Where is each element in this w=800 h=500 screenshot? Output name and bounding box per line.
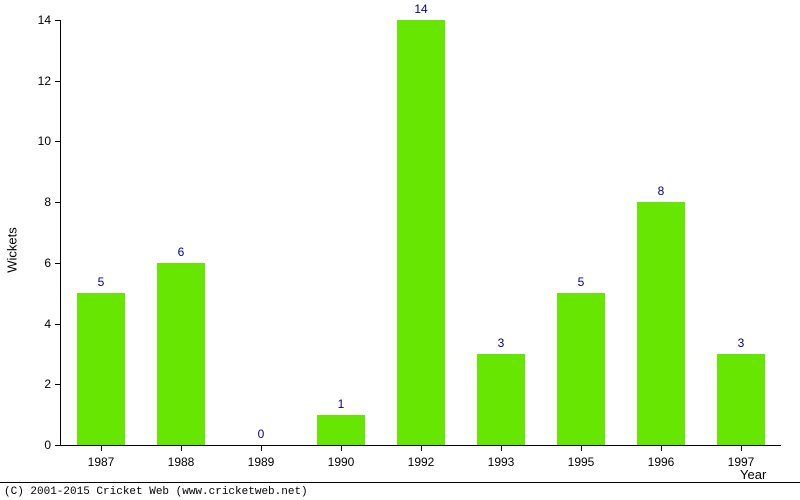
bar-value-label: 8 bbox=[658, 184, 665, 198]
plot-area: 0246810121451987619880198911990141992319… bbox=[60, 20, 781, 446]
x-tick-label: 1988 bbox=[168, 455, 195, 469]
x-tick bbox=[341, 445, 342, 451]
x-tick bbox=[741, 445, 742, 451]
bar bbox=[637, 202, 685, 445]
y-tick bbox=[55, 324, 61, 325]
x-tick bbox=[181, 445, 182, 451]
y-tick bbox=[55, 202, 61, 203]
bar-value-label: 3 bbox=[498, 336, 505, 350]
bar-value-label: 5 bbox=[98, 275, 105, 289]
x-tick bbox=[581, 445, 582, 451]
x-tick-label: 1995 bbox=[568, 455, 595, 469]
y-tick-label: 6 bbox=[26, 256, 51, 270]
x-tick bbox=[421, 445, 422, 451]
bar-value-label: 5 bbox=[578, 275, 585, 289]
bar-value-label: 6 bbox=[178, 245, 185, 259]
x-tick bbox=[501, 445, 502, 451]
x-tick bbox=[661, 445, 662, 451]
x-tick bbox=[101, 445, 102, 451]
bar bbox=[397, 20, 445, 445]
y-tick-label: 0 bbox=[26, 438, 51, 452]
y-tick bbox=[55, 141, 61, 142]
bar bbox=[317, 415, 365, 445]
chart-container: Wickets 0 2 4 6 8 10 12 14 5 1987 6 1988 0 1989 1 1990 1… bbox=[0, 0, 800, 500]
y-axis-title: Wickets bbox=[5, 227, 20, 273]
y-tick bbox=[55, 445, 61, 446]
y-tick-label: 2 bbox=[26, 377, 51, 391]
x-tick-label: 1996 bbox=[648, 455, 675, 469]
y-tick bbox=[55, 20, 61, 21]
y-tick-label: 14 bbox=[26, 13, 51, 27]
bar bbox=[717, 354, 765, 445]
bar bbox=[477, 354, 525, 445]
y-tick-label: 4 bbox=[26, 317, 51, 331]
y-tick bbox=[55, 384, 61, 385]
x-tick-label: 1992 bbox=[408, 455, 435, 469]
x-tick-label: 1989 bbox=[248, 455, 275, 469]
bar-value-label: 0 bbox=[258, 427, 265, 441]
y-tick bbox=[55, 263, 61, 264]
x-tick-label: 1987 bbox=[88, 455, 115, 469]
bar bbox=[157, 263, 205, 445]
bar-value-label: 14 bbox=[414, 2, 427, 16]
x-tick bbox=[261, 445, 262, 451]
y-tick-label: 8 bbox=[26, 195, 51, 209]
x-axis-title: Year bbox=[740, 467, 766, 482]
bar bbox=[77, 293, 125, 445]
bar-value-label: 1 bbox=[338, 397, 345, 411]
x-tick-label: 1993 bbox=[488, 455, 515, 469]
x-tick-label: 1990 bbox=[328, 455, 355, 469]
bar bbox=[557, 293, 605, 445]
y-tick-label: 10 bbox=[26, 134, 51, 148]
footer-divider bbox=[0, 482, 800, 483]
y-tick-label: 12 bbox=[26, 74, 51, 88]
bar-value-label: 3 bbox=[738, 336, 745, 350]
y-tick bbox=[55, 81, 61, 82]
copyright-text: (C) 2001-2015 Cricket Web (www.cricketwe… bbox=[4, 486, 308, 498]
